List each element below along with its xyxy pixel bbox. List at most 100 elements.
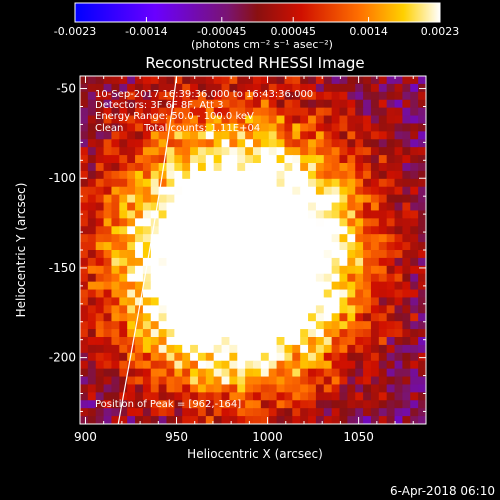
heatmap-cell	[135, 392, 144, 401]
heatmap-cell	[402, 257, 411, 267]
heatmap-cell	[260, 76, 270, 85]
heatmap-cell	[402, 91, 411, 101]
heatmap-cell	[135, 360, 144, 370]
heatmap-cell	[370, 83, 380, 93]
heatmap-cell	[386, 344, 396, 354]
heatmap-cell	[355, 281, 364, 291]
heatmap-cell	[229, 352, 238, 362]
heatmap-cell	[158, 194, 168, 204]
heatmap-cell	[418, 242, 426, 251]
heatmap-cell	[80, 273, 89, 283]
heatmap-cell	[182, 202, 191, 212]
heatmap-cell	[370, 250, 380, 259]
heatmap-cell	[386, 218, 396, 227]
heatmap-cell	[323, 384, 333, 393]
x-tick-label: 1000	[252, 430, 283, 444]
heatmap-cell	[142, 368, 152, 378]
heatmap-cell	[268, 400, 278, 409]
heatmap-cell	[378, 313, 388, 322]
heatmap-cell	[221, 91, 231, 101]
heatmap-cell	[331, 400, 341, 409]
heatmap-cell	[190, 273, 199, 283]
heatmap-cell	[221, 210, 231, 219]
heatmap-cell	[80, 321, 89, 330]
heatmap-cell	[253, 234, 262, 243]
heatmap-cell	[103, 218, 113, 227]
heatmap-cell	[229, 281, 238, 291]
heatmap-cell	[158, 329, 168, 338]
heatmap-cell	[119, 155, 128, 164]
heatmap-cell	[268, 368, 278, 378]
heatmap-cell	[221, 155, 231, 164]
heatmap-cell	[103, 376, 113, 386]
heatmap-cell	[378, 76, 388, 85]
heatmap-cell	[308, 210, 317, 219]
heatmap-cell	[127, 99, 136, 109]
heatmap-cell	[158, 226, 168, 235]
heatmap-cell	[182, 131, 191, 140]
heatmap-cell	[386, 257, 396, 267]
heatmap-cell	[418, 155, 426, 164]
heatmap-cell	[268, 123, 278, 132]
heatmap-cell	[355, 368, 364, 378]
heatmap-cell	[166, 321, 175, 330]
heatmap-cell	[158, 344, 168, 354]
heatmap-cell	[402, 202, 411, 212]
heatmap-cell	[237, 360, 246, 370]
heatmap-cell	[87, 123, 97, 132]
heatmap-cell	[135, 170, 144, 180]
heatmap-cell	[300, 376, 309, 386]
heatmap-cell	[150, 83, 160, 93]
heatmap-cell	[87, 408, 97, 417]
heatmap-cell	[213, 408, 223, 417]
heatmap-cell	[276, 226, 286, 235]
heatmap-cell	[331, 123, 341, 132]
heatmap-cell	[355, 170, 364, 180]
heatmap-cell	[347, 170, 356, 180]
heatmap-cell	[253, 368, 262, 378]
heatmap-cell	[174, 250, 183, 259]
heatmap-cell	[158, 76, 168, 85]
heatmap-cell	[111, 210, 120, 219]
heatmap-cell	[158, 83, 168, 93]
heatmap-cell	[87, 265, 97, 275]
heatmap-cell	[87, 76, 97, 85]
heatmap-cell	[410, 408, 419, 417]
heatmap-cell	[127, 234, 136, 243]
heatmap-cell	[87, 368, 97, 378]
heatmap-cell	[229, 139, 238, 148]
heatmap-cell	[284, 186, 293, 196]
heatmap-cell	[370, 194, 380, 204]
heatmap-cell	[253, 265, 262, 275]
heatmap-cell	[182, 147, 191, 156]
heatmap-cell	[166, 337, 175, 346]
heatmap-cell	[386, 273, 396, 283]
heatmap-cell	[221, 218, 231, 227]
heatmap-cell	[80, 91, 89, 101]
heatmap-cell	[87, 392, 97, 401]
heatmap-cell	[292, 313, 301, 322]
heatmap-cell	[174, 218, 183, 227]
heatmap-cell	[135, 321, 144, 330]
heatmap-cell	[315, 281, 325, 291]
heatmap-cell	[418, 91, 426, 101]
heatmap-cell	[221, 408, 231, 417]
heatmap-cell	[292, 329, 301, 338]
heatmap-cell	[197, 329, 207, 338]
heatmap-cell	[268, 281, 278, 291]
heatmap-cell	[370, 392, 380, 401]
heatmap-cell	[331, 384, 341, 393]
heatmap-cell	[268, 321, 278, 330]
heatmap-cell	[370, 139, 380, 148]
heatmap-cell	[197, 257, 207, 267]
heatmap-cell	[363, 194, 372, 204]
heatmap-cell	[182, 329, 191, 338]
heatmap-cell	[253, 408, 262, 417]
heatmap-cell	[229, 297, 238, 306]
heatmap-cell	[111, 91, 120, 101]
heatmap-cell	[308, 234, 317, 243]
heatmap-cell	[166, 218, 175, 227]
heatmap-cell	[87, 281, 97, 291]
heatmap-cell	[111, 297, 120, 306]
heatmap-cell	[284, 115, 293, 125]
